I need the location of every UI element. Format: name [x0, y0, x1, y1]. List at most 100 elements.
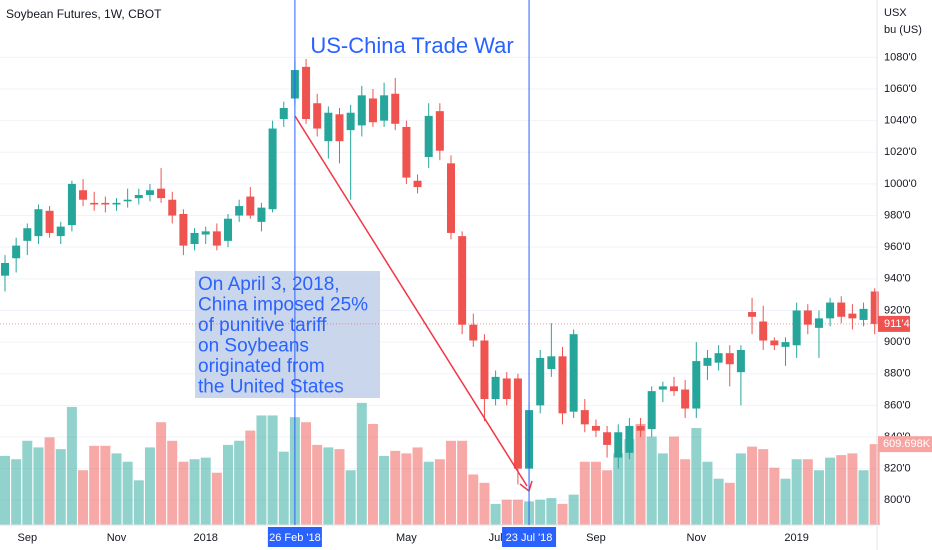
- candle-body: [23, 228, 32, 241]
- candle-body: [402, 126, 411, 178]
- candle-body: [636, 425, 645, 431]
- volume-bar: [423, 461, 434, 525]
- candle-body: [34, 209, 43, 237]
- y-tick-label: 1000'0: [884, 178, 917, 190]
- volume-bar: [178, 461, 189, 525]
- volume-bar: [490, 503, 501, 525]
- candle-body: [502, 378, 511, 400]
- volume-bar: [546, 498, 557, 525]
- volume-bar: [646, 436, 657, 525]
- candle-body: [703, 357, 712, 366]
- candle-body: [324, 112, 333, 142]
- y-tick-label: 1060'0: [884, 83, 917, 95]
- candle-body: [90, 202, 99, 205]
- volume-bar: [457, 440, 468, 525]
- volume-bar: [412, 447, 423, 525]
- volume-bar: [367, 423, 378, 525]
- volume-bar: [613, 453, 624, 525]
- candle-body: [168, 199, 177, 216]
- candle-body: [56, 226, 65, 237]
- chart-title: Soybean Futures, 1W, CBOT: [6, 7, 162, 21]
- x-tick-label: Jul: [489, 532, 503, 544]
- candle-body: [569, 334, 578, 412]
- candle-body: [112, 202, 121, 205]
- candle-body: [603, 432, 612, 445]
- y-tick-label: 880'0: [884, 368, 911, 380]
- candle-body: [491, 376, 500, 400]
- candle-body: [380, 95, 389, 121]
- volume-bar: [791, 459, 802, 525]
- volume-bar: [301, 422, 312, 525]
- volume-bar: [869, 444, 880, 525]
- x-tick-label: 2019: [784, 532, 808, 544]
- x-tick-label: 2018: [193, 532, 217, 544]
- y-tick-label: 860'0: [884, 399, 911, 411]
- volume-bar: [78, 470, 89, 525]
- volume-bar: [780, 478, 791, 525]
- candle-body: [145, 190, 154, 195]
- last-price-label: 911'4: [884, 318, 910, 330]
- candle-body: [335, 114, 344, 142]
- volume-bar: [579, 461, 590, 525]
- volume-bar: [312, 444, 323, 525]
- y-tick-label: 960'0: [884, 241, 911, 253]
- candle-body: [346, 112, 355, 131]
- candle-body: [12, 245, 21, 259]
- volume-bar: [758, 449, 769, 525]
- y-tick-label: 800'0: [884, 494, 911, 506]
- volume-bar: [691, 428, 702, 525]
- volume-bar: [713, 478, 724, 525]
- trend-arrow: [294, 115, 528, 487]
- candle-body: [480, 340, 489, 400]
- x-tick-label: Nov: [107, 532, 127, 544]
- volume-bar: [122, 461, 133, 525]
- volume-layer: [0, 402, 880, 525]
- volume-bar: [858, 470, 869, 525]
- note-line: of punitive tariff: [198, 315, 327, 336]
- candle-body: [837, 302, 846, 317]
- volume-bar: [245, 430, 256, 525]
- volume-bar: [200, 457, 211, 525]
- volume-bar: [479, 482, 490, 525]
- volume-bar: [278, 451, 289, 525]
- candle-body: [781, 342, 790, 347]
- candle-body: [101, 202, 110, 205]
- volume-bar: [802, 459, 813, 525]
- candle-body: [859, 308, 868, 320]
- candle-body: [736, 350, 745, 373]
- x-tick-label: Sep: [18, 532, 38, 544]
- candle-body: [235, 206, 244, 216]
- volume-bar: [512, 499, 523, 525]
- volume-bar: [769, 467, 780, 525]
- x-tick-label: May: [396, 532, 417, 544]
- volume-bar: [133, 480, 144, 525]
- candle-body: [123, 199, 132, 202]
- candle-body: [681, 389, 690, 409]
- candle-body: [725, 353, 734, 365]
- volume-bar: [0, 455, 10, 525]
- note-line: the United States: [198, 377, 344, 398]
- candle-body: [368, 98, 377, 123]
- volume-bar: [167, 440, 178, 525]
- candle-body: [302, 66, 311, 120]
- y-tick-label: 1080'0: [884, 51, 917, 63]
- volume-bar: [568, 494, 579, 525]
- candle-body: [45, 210, 54, 233]
- volume-bar: [557, 503, 568, 525]
- candle-body: [447, 163, 455, 233]
- volume-bar: [724, 482, 735, 525]
- note-line: On April 3, 2018,: [198, 274, 340, 295]
- y-tick-label: 820'0: [884, 463, 911, 475]
- candle-body: [591, 425, 600, 431]
- volume-bar: [66, 406, 77, 525]
- volume-bar: [345, 470, 356, 525]
- candle-body: [625, 425, 634, 453]
- candle-body: [424, 115, 433, 158]
- x-tick-label: Sep: [586, 532, 606, 544]
- candle-body: [279, 107, 288, 120]
- candle-body: [257, 207, 266, 222]
- candle-body: [513, 378, 522, 469]
- volume-bar: [657, 453, 668, 525]
- last-volume-tag: [878, 436, 932, 453]
